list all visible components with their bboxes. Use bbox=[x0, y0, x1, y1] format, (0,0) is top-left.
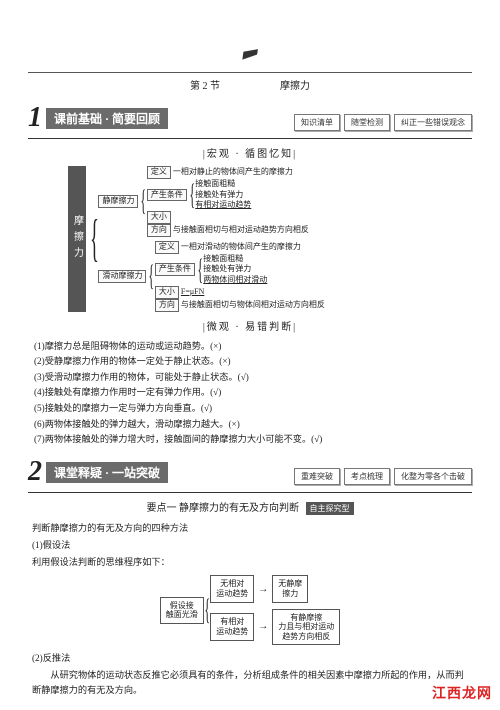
item-box: 方向 bbox=[155, 299, 179, 312]
item-text: 与接触面相切与相对运动趋势方向相反 bbox=[173, 225, 309, 234]
leaf: 接触面粗糙 bbox=[203, 254, 267, 265]
feather-icon bbox=[241, 40, 259, 70]
micro-heading: |微观 · 易错判断| bbox=[28, 318, 472, 333]
section1-number: 1 bbox=[28, 102, 42, 134]
tab-item: 考点梳理 bbox=[344, 468, 390, 485]
tab-item: 随堂检测 bbox=[344, 114, 390, 131]
section2-number: 2 bbox=[28, 456, 42, 488]
keypoint-line: 要点一 静摩擦力的有无及方向判断 自主探究型 bbox=[28, 499, 472, 515]
watermark: 江西龙网 bbox=[432, 683, 492, 703]
section1-tabs: 知识清单 随堂检测 纠正一些错误观念 bbox=[294, 106, 472, 131]
flow-diagram: 假设接 触面光滑 { 无相对 运动趋势 → 无静摩 擦力 有相对 运动趋势 → … bbox=[28, 575, 472, 645]
flow-cond: 有相对 运动趋势 bbox=[210, 613, 254, 640]
section2-header: 2 课堂释疑 · 一站突破 重难突破 考点梳理 化整为零各个击破 bbox=[28, 456, 472, 488]
statement: (5)接触处的摩擦力一定与弹力方向垂直。(√) bbox=[34, 401, 472, 417]
methods-subtitle: 判断静摩擦力的有无及方向的四种方法 bbox=[32, 521, 468, 536]
method2-para: 从研究物体的运动状态反推它必须具有的条件，分析组成条件的相关因素中摩擦力所起的作… bbox=[32, 668, 468, 697]
lesson-title: 摩擦力 bbox=[280, 77, 310, 92]
page-header: 第 2 节 摩擦力 bbox=[28, 40, 472, 92]
statement: (1)摩擦力总是阻碍物体的运动或运动趋势。(×) bbox=[34, 339, 472, 355]
leaf: 两物体间相对滑动 bbox=[203, 275, 267, 286]
leaf: 接触处有弹力 bbox=[203, 264, 267, 275]
section-number: 第 2 节 bbox=[190, 77, 220, 92]
section2-tabs: 重难突破 考点梳理 化整为零各个击破 bbox=[294, 460, 472, 485]
concept-diagram: 摩擦力 { 静摩擦力 { 定义一相对静止的物体间产生的摩擦力 产生条件 { 接触… bbox=[68, 166, 472, 312]
item-box: 产生条件 bbox=[147, 189, 187, 202]
method1-title: (1)假设法 bbox=[32, 538, 468, 553]
item-text: 一相对静止的物体间产生的摩擦力 bbox=[173, 167, 293, 176]
statement: (4)接触处有摩擦力作用时一定有弹力作用。(√) bbox=[34, 385, 472, 401]
flow-start: 假设接 触面光滑 bbox=[160, 597, 204, 624]
method1-line: 利用假设法判断的思维程序如下： bbox=[32, 555, 468, 570]
arrow-icon: → bbox=[258, 584, 268, 595]
keypoint-label: 要点一 静摩擦力的有无及方向判断 bbox=[147, 503, 300, 514]
item-text: 与接触面相切与物体间相对运动方向相反 bbox=[181, 300, 325, 309]
method2-title: (2)反推法 bbox=[32, 651, 468, 666]
section1-title: 课前基础 · 简要回顾 bbox=[46, 108, 168, 129]
item-box: 产生条件 bbox=[155, 263, 195, 276]
diagram-root: 摩擦力 bbox=[68, 166, 86, 312]
item-text: F=μFN bbox=[181, 287, 204, 296]
group-label: 静摩擦力 bbox=[98, 195, 138, 208]
tab-item: 知识清单 bbox=[294, 114, 340, 131]
arrow-icon: → bbox=[258, 621, 268, 632]
macro-heading: |宏观 · 循图忆知| bbox=[28, 145, 472, 160]
item-box: 方向 bbox=[147, 224, 171, 237]
tab-item: 纠正一些错误观念 bbox=[394, 114, 472, 131]
statement: (2)受静摩擦力作用的物体一定处于静止状态。(×) bbox=[34, 354, 472, 370]
item-box: 定义 bbox=[155, 241, 179, 254]
leaf: 接触面粗糙 bbox=[195, 179, 251, 190]
statements-list: (1)摩擦力总是阻碍物体的运动或运动趋势。(×) (2)受静摩擦力作用的物体一定… bbox=[34, 339, 472, 448]
keypoint-badge: 自主探究型 bbox=[306, 502, 354, 515]
leaf: 有相对运动趋势 bbox=[195, 200, 251, 211]
statement: (6)两物体接触处的弹力越大，滑动摩擦力越大。(×) bbox=[34, 417, 472, 433]
statement: (3)受滑动摩擦力作用的物体，可能处于静止状态。(√) bbox=[34, 370, 472, 386]
leaf: 接触处有弹力 bbox=[195, 190, 251, 201]
section1-header: 1 课前基础 · 简要回顾 知识清单 随堂检测 纠正一些错误观念 bbox=[28, 102, 472, 134]
item-box: 大小 bbox=[155, 286, 179, 299]
tab-item: 重难突破 bbox=[294, 468, 340, 485]
statement: (7)两物体接触处的弹力增大时，接触面间的静摩擦力大小可能不变。(√) bbox=[34, 432, 472, 448]
flow-result: 有静摩擦 力且与相对运动 趋势方向相反 bbox=[272, 609, 340, 646]
flow-result: 无静摩 擦力 bbox=[272, 575, 308, 602]
item-box: 大小 bbox=[147, 211, 171, 224]
section2-title: 课堂释疑 · 一站突破 bbox=[46, 462, 168, 483]
tab-item: 化整为零各个击破 bbox=[394, 468, 472, 485]
item-text: 一相对滑动的物体间产生的摩擦力 bbox=[181, 242, 301, 251]
group-label: 滑动摩擦力 bbox=[98, 270, 146, 283]
flow-cond: 无相对 运动趋势 bbox=[210, 575, 254, 602]
item-box: 定义 bbox=[147, 166, 171, 179]
